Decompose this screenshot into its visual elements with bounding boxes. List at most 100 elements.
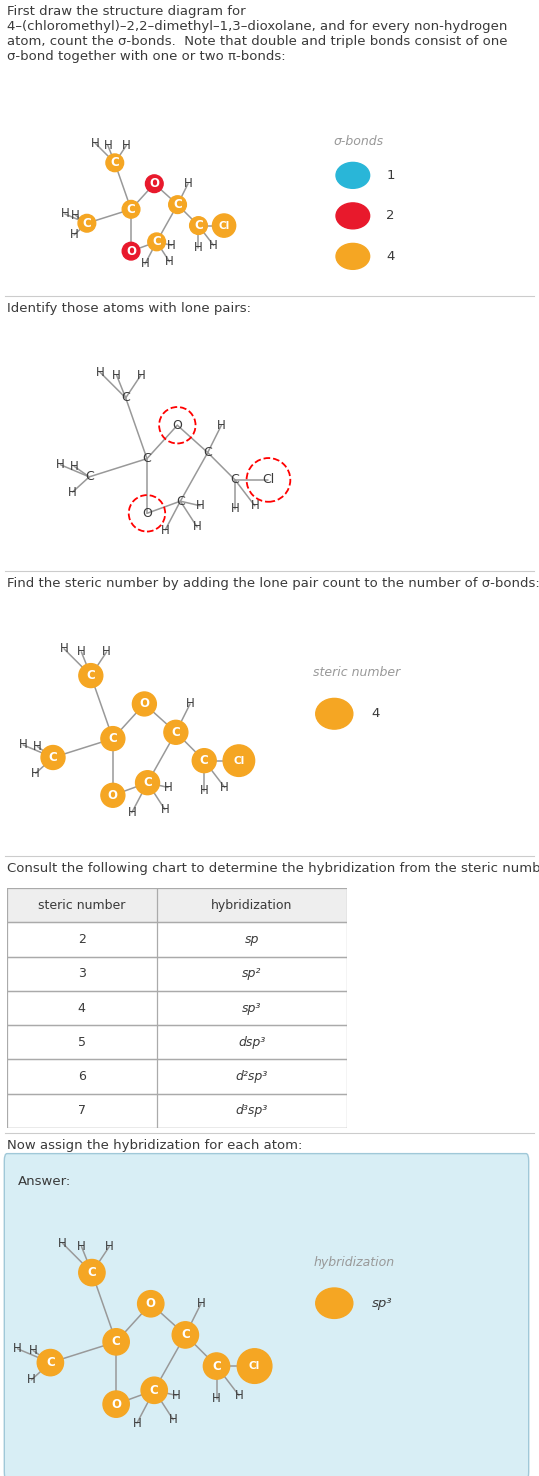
Text: H: H — [220, 781, 229, 794]
Text: H: H — [141, 257, 149, 270]
Text: C: C — [200, 754, 209, 768]
Text: O: O — [172, 419, 182, 432]
Circle shape — [101, 784, 125, 807]
Text: steric number: steric number — [38, 899, 126, 912]
Circle shape — [336, 162, 370, 189]
Text: H: H — [231, 502, 239, 515]
Text: σ-bonds: σ-bonds — [334, 134, 384, 148]
Text: H: H — [102, 645, 111, 658]
Text: 2: 2 — [386, 210, 395, 223]
Circle shape — [172, 1322, 198, 1348]
Circle shape — [79, 664, 103, 688]
Circle shape — [192, 748, 216, 772]
Text: H: H — [172, 1389, 181, 1402]
Circle shape — [106, 154, 123, 171]
Circle shape — [101, 726, 125, 751]
Bar — [7, 889, 347, 922]
Text: dsp³: dsp³ — [238, 1036, 265, 1049]
Text: H: H — [95, 366, 104, 378]
Text: 4: 4 — [371, 707, 380, 720]
Text: C: C — [87, 1266, 96, 1280]
Text: H: H — [33, 739, 42, 753]
Circle shape — [78, 214, 96, 232]
Text: sp: sp — [245, 933, 259, 946]
Text: C: C — [212, 1359, 221, 1373]
Text: C: C — [46, 1356, 55, 1370]
Text: C: C — [194, 218, 203, 232]
Circle shape — [212, 214, 236, 238]
Text: Cl: Cl — [233, 756, 245, 766]
Circle shape — [137, 1290, 164, 1317]
Text: H: H — [136, 369, 145, 382]
Text: C: C — [127, 202, 135, 215]
Text: H: H — [77, 645, 86, 658]
Text: H: H — [71, 208, 80, 221]
Circle shape — [148, 233, 165, 251]
Circle shape — [37, 1349, 64, 1376]
Text: H: H — [68, 486, 77, 499]
Circle shape — [135, 770, 160, 794]
Text: H: H — [164, 781, 172, 794]
Circle shape — [164, 720, 188, 744]
Text: H: H — [209, 239, 218, 252]
Text: 6: 6 — [78, 1070, 86, 1083]
Text: 7: 7 — [78, 1104, 86, 1117]
Text: Cl: Cl — [262, 474, 274, 487]
Text: H: H — [91, 137, 99, 149]
Text: C: C — [150, 1384, 158, 1396]
Text: O: O — [146, 1297, 156, 1311]
Text: C: C — [112, 1336, 121, 1349]
Text: O: O — [149, 177, 160, 190]
Text: Consult the following chart to determine the hybridization from the steric numbe: Consult the following chart to determine… — [7, 862, 539, 875]
Text: C: C — [143, 452, 151, 465]
Text: O: O — [140, 698, 149, 710]
Text: H: H — [58, 1237, 67, 1250]
Text: H: H — [193, 521, 202, 533]
Text: H: H — [122, 139, 131, 152]
Text: C: C — [152, 235, 161, 248]
Text: C: C — [110, 156, 119, 170]
Text: 1: 1 — [386, 168, 395, 182]
Text: H: H — [165, 255, 174, 269]
Circle shape — [237, 1349, 272, 1383]
Circle shape — [190, 217, 208, 235]
Text: Now assign the hybridization for each atom:: Now assign the hybridization for each at… — [7, 1139, 302, 1151]
Text: sp³: sp³ — [242, 1002, 261, 1014]
Circle shape — [103, 1328, 129, 1355]
Text: Cl: Cl — [249, 1361, 260, 1371]
Text: H: H — [27, 1373, 36, 1386]
Text: H: H — [31, 766, 40, 779]
Text: Find the steric number by adding the lone pair count to the number of σ-bonds:: Find the steric number by adding the lon… — [7, 577, 539, 590]
Text: C: C — [203, 446, 212, 459]
Text: H: H — [19, 738, 27, 751]
Text: C: C — [108, 732, 118, 745]
Text: O: O — [111, 1398, 121, 1411]
Text: H: H — [70, 459, 79, 472]
Text: C: C — [49, 751, 57, 765]
Circle shape — [203, 1353, 230, 1379]
Text: O: O — [126, 245, 136, 258]
Text: H: H — [161, 803, 169, 816]
Text: C: C — [231, 474, 239, 487]
Text: H: H — [60, 208, 69, 220]
Circle shape — [133, 692, 156, 716]
Text: H: H — [196, 499, 204, 512]
Text: H: H — [77, 1240, 86, 1253]
Text: hybridization: hybridization — [314, 1256, 395, 1269]
Text: C: C — [176, 494, 185, 508]
Text: H: H — [168, 239, 176, 252]
Text: H: H — [13, 1342, 22, 1355]
Text: 5: 5 — [78, 1036, 86, 1049]
Text: H: H — [103, 139, 112, 152]
Text: H: H — [161, 524, 170, 537]
Text: 4: 4 — [78, 1002, 86, 1014]
Text: First draw the structure diagram for
4–(chloromethyl)–2,2–dimethyl–1,3–dioxolane: First draw the structure diagram for 4–(… — [7, 4, 508, 63]
Circle shape — [223, 745, 254, 776]
Text: H: H — [29, 1345, 37, 1356]
Text: C: C — [173, 198, 182, 211]
Text: H: H — [194, 241, 203, 254]
Circle shape — [122, 201, 140, 218]
Circle shape — [103, 1390, 129, 1417]
Text: H: H — [217, 419, 226, 432]
Text: H: H — [212, 1392, 221, 1405]
